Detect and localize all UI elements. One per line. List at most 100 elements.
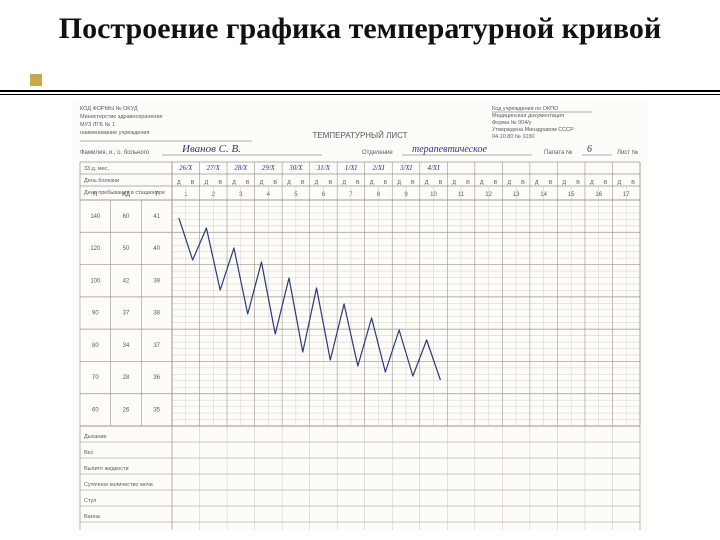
svg-text:27/X: 27/X: [207, 164, 221, 172]
svg-text:10: 10: [430, 192, 437, 198]
svg-text:Д: Д: [452, 180, 456, 186]
svg-text:41: 41: [153, 214, 160, 220]
svg-text:30/X: 30/X: [288, 164, 303, 172]
svg-text:Отделение: Отделение: [362, 150, 393, 156]
svg-text:Д: Д: [205, 180, 209, 186]
svg-text:60: 60: [123, 214, 130, 220]
svg-text:ТЕМПЕРАТУРНЫЙ ЛИСТ: ТЕМПЕРАТУРНЫЙ ЛИСТ: [312, 131, 407, 140]
svg-text:В: В: [494, 180, 498, 186]
svg-text:Д: Д: [507, 180, 511, 186]
svg-text:Д: Д: [535, 180, 539, 186]
slide-title: Построение графика температурной кривой: [0, 0, 720, 47]
svg-text:Вес: Вес: [84, 450, 94, 456]
svg-text:Лист №: Лист №: [617, 149, 638, 156]
svg-text:90: 90: [92, 311, 99, 317]
sheet-svg: КОД ФОРМЫ № ОКУД Министерство здравоохран…: [72, 100, 648, 530]
svg-text:4/XI: 4/XI: [427, 164, 440, 172]
svg-text:Д: Д: [617, 180, 621, 186]
svg-text:Министерство здравоохранения: Министерство здравоохранения: [80, 114, 163, 120]
svg-text:В: В: [384, 180, 388, 186]
svg-text:Утверждена Минздравом СССР: Утверждена Минздравом СССР: [492, 127, 574, 133]
svg-text:14: 14: [540, 192, 547, 198]
svg-text:80: 80: [92, 343, 99, 349]
svg-text:АД: АД: [122, 192, 130, 198]
svg-text:В: В: [549, 180, 553, 186]
svg-text:39: 39: [153, 278, 160, 284]
svg-text:Т: Т: [155, 192, 159, 198]
svg-text:26: 26: [123, 407, 130, 413]
svg-text:В: В: [273, 180, 277, 186]
svg-text:наименование учреждения: наименование учреждения: [80, 130, 149, 136]
svg-text:29/X: 29/X: [262, 164, 276, 172]
svg-text:140: 140: [90, 214, 101, 220]
svg-text:11: 11: [458, 192, 465, 198]
svg-text:В: В: [439, 180, 443, 186]
temperature-sheet: КОД ФОРМЫ № ОКУД Министерство здравоохран…: [72, 100, 648, 530]
svg-text:В: В: [631, 180, 635, 186]
svg-text:Форма № 004/у: Форма № 004/у: [492, 120, 532, 126]
svg-text:терапевтическое: терапевтическое: [412, 144, 487, 155]
svg-text:Код учреждения по ОКПО: Код учреждения по ОКПО: [492, 106, 559, 112]
svg-text:Д: Д: [177, 180, 181, 186]
svg-text:31/X: 31/X: [316, 164, 331, 172]
svg-text:В: В: [576, 180, 580, 186]
svg-text:34: 34: [123, 343, 130, 349]
svg-text:40: 40: [153, 246, 160, 252]
svg-text:Д: Д: [425, 180, 429, 186]
title-underline: [0, 90, 720, 95]
svg-text:2/XI: 2/XI: [372, 164, 385, 172]
title-bullet: [30, 74, 42, 86]
svg-text:60: 60: [92, 407, 99, 413]
svg-text:15: 15: [568, 192, 575, 198]
svg-text:Фамилия, и., о. больного: Фамилия, и., о. больного: [80, 150, 150, 156]
svg-text:37: 37: [123, 311, 130, 317]
svg-text:6: 6: [587, 144, 592, 155]
svg-text:В: В: [191, 180, 195, 186]
svg-text:Д: Д: [370, 180, 374, 186]
svg-text:В: В: [301, 180, 305, 186]
svg-text:Д: Д: [590, 180, 594, 186]
svg-text:Д: Д: [562, 180, 566, 186]
svg-text:Дыхание: Дыхание: [84, 434, 107, 440]
svg-text:Иванов С. В.: Иванов С. В.: [181, 143, 241, 155]
svg-text:28/X: 28/X: [234, 164, 248, 172]
svg-text:Д: Д: [342, 180, 346, 186]
svg-text:Д: Д: [232, 180, 236, 186]
svg-text:День болезни: День болезни: [84, 178, 119, 184]
svg-text:Ванна: Ванна: [84, 514, 101, 520]
svg-text:17: 17: [623, 192, 630, 198]
svg-text:Стул: Стул: [84, 498, 96, 504]
svg-text:В: В: [411, 180, 415, 186]
svg-text:3/XI: 3/XI: [399, 164, 413, 172]
svg-text:37: 37: [153, 343, 160, 349]
svg-text:В: В: [521, 180, 525, 186]
svg-text:Палата №: Палата №: [544, 149, 572, 156]
svg-text:В: В: [604, 180, 608, 186]
svg-text:Д: Д: [260, 180, 264, 186]
svg-text:В: В: [328, 180, 332, 186]
svg-text:В: В: [356, 180, 360, 186]
svg-text:36: 36: [153, 375, 160, 381]
svg-text:П: П: [93, 192, 97, 198]
svg-text:16: 16: [595, 192, 602, 198]
svg-text:Выпито жидкости: Выпито жидкости: [84, 466, 129, 472]
svg-text:50: 50: [123, 246, 130, 252]
svg-text:1/XI: 1/XI: [345, 164, 358, 172]
svg-text:28: 28: [123, 375, 130, 381]
svg-text:Д: Д: [397, 180, 401, 186]
svg-text:120: 120: [90, 246, 101, 252]
svg-text:КОД ФОРМЫ № ОКУД: КОД ФОРМЫ № ОКУД: [80, 106, 138, 112]
svg-text:42: 42: [123, 278, 130, 284]
svg-text:13: 13: [513, 192, 520, 198]
svg-text:В: В: [218, 180, 222, 186]
svg-text:Д: Д: [315, 180, 319, 186]
svg-text:В: В: [246, 180, 250, 186]
svg-text:Д: Д: [287, 180, 291, 186]
svg-text:МУЗ ЛГБ № 1: МУЗ ЛГБ № 1: [80, 122, 115, 128]
svg-text:Медицинская документация: Медицинская документация: [492, 113, 564, 119]
svg-text:33 д. мес.: 33 д. мес.: [84, 166, 110, 172]
svg-text:38: 38: [153, 311, 160, 317]
svg-text:04.10.80 № 1030: 04.10.80 № 1030: [492, 134, 535, 140]
svg-text:26/X: 26/X: [179, 164, 193, 172]
svg-text:Суточное количество мочи: Суточное количество мочи: [84, 482, 153, 488]
